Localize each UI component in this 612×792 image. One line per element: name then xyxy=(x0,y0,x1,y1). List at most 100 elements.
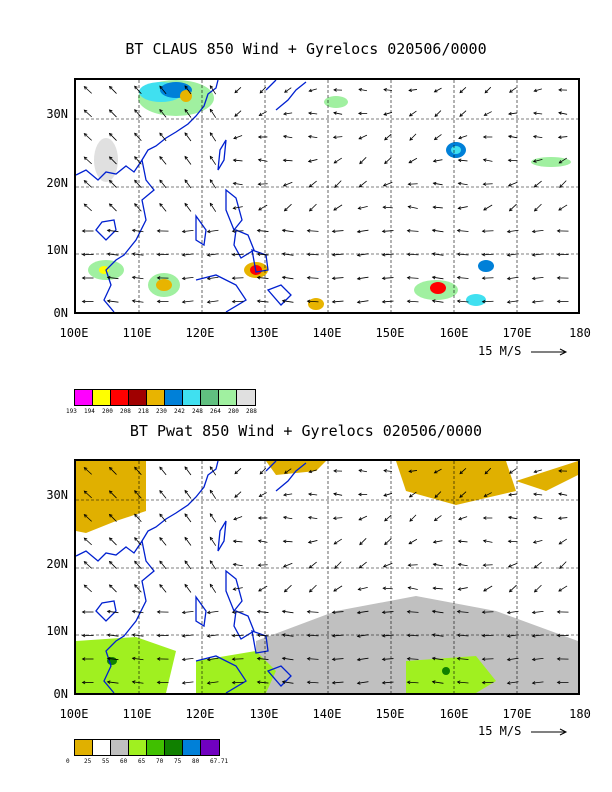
wind-arrow xyxy=(207,610,219,614)
wind-arrow xyxy=(109,490,117,499)
wind-arrowhead xyxy=(184,466,188,470)
wind-arrowhead xyxy=(408,159,413,164)
wind-arrowhead xyxy=(432,540,437,544)
wind-arrow xyxy=(109,109,117,118)
wind-arrow xyxy=(282,657,294,661)
wind-arrow xyxy=(508,135,518,139)
wind-arrowhead xyxy=(531,657,536,662)
wind-arrow xyxy=(159,156,167,165)
wind-arrowhead xyxy=(457,206,462,210)
wind-arrow xyxy=(532,253,544,256)
wind-arrowhead xyxy=(459,89,464,94)
wind-arrowhead xyxy=(231,299,236,304)
wind-arrow xyxy=(383,562,393,568)
wind-arrow xyxy=(307,634,319,637)
wind-arrowhead xyxy=(359,160,363,165)
wind-arrow xyxy=(234,87,242,93)
wind-arrow xyxy=(132,253,144,256)
wind-arrow xyxy=(457,277,469,279)
wind-arrowhead xyxy=(381,657,386,662)
wind-arrow xyxy=(484,467,492,475)
wind-arrow xyxy=(507,610,519,614)
field-blob xyxy=(442,667,450,675)
panel2-vector-scale: 15 M/S xyxy=(478,724,569,738)
wind-arrow xyxy=(558,585,568,592)
wind-arrowhead xyxy=(156,680,161,685)
wind-arrow xyxy=(332,300,344,303)
wind-arrowhead xyxy=(507,158,512,163)
wind-arrowhead xyxy=(108,537,113,541)
wind-arrow xyxy=(508,516,518,520)
wind-arrow xyxy=(507,276,519,280)
panel1-vector-scale: 15 M/S xyxy=(478,344,569,358)
wind-arrow xyxy=(134,133,142,141)
wind-arrow xyxy=(459,110,467,117)
wind-arrow xyxy=(259,467,267,475)
wind-arrowhead xyxy=(507,564,512,568)
wind-arrowhead xyxy=(509,89,513,93)
wind-arrow xyxy=(457,253,469,256)
wind-arrow xyxy=(134,467,142,475)
wind-arrow xyxy=(258,204,268,211)
wind-arrowhead xyxy=(531,253,536,257)
wind-arrow xyxy=(259,86,267,94)
wind-arrow xyxy=(207,300,219,303)
wind-arrow xyxy=(234,110,242,117)
wind-arrow xyxy=(508,493,518,496)
colorbar-value: 55 xyxy=(102,758,110,765)
wind-arrowhead xyxy=(558,160,563,164)
wind-arrow xyxy=(533,135,543,139)
wind-arrow xyxy=(134,490,142,499)
wind-arrow xyxy=(309,561,317,569)
wind-arrowhead xyxy=(232,539,237,544)
wind-arrow xyxy=(209,109,217,118)
wind-arrowhead xyxy=(558,111,562,115)
wind-arrowhead xyxy=(483,588,487,592)
wind-arrowhead xyxy=(81,610,86,614)
field-blob xyxy=(531,157,571,167)
wind-arrow xyxy=(84,156,92,165)
wind-arrowhead xyxy=(106,656,111,661)
wind-arrowhead xyxy=(209,583,214,588)
wind-arrowhead xyxy=(206,634,211,638)
wind-arrow xyxy=(483,183,493,185)
wind-arrowhead xyxy=(558,492,562,496)
wind-arrowhead xyxy=(381,633,386,638)
panel2-xtick: 100E xyxy=(59,707,89,721)
wind-arrowhead xyxy=(356,276,361,281)
wind-arrowhead xyxy=(431,299,436,303)
wind-arrow xyxy=(433,206,443,209)
wind-arrowhead xyxy=(531,229,536,234)
wind-arrowhead xyxy=(456,228,461,233)
coastline xyxy=(95,600,117,622)
wind-arrow xyxy=(184,179,192,189)
wind-arrow xyxy=(307,681,319,684)
wind-arrow xyxy=(332,658,344,660)
wind-arrowhead xyxy=(134,466,138,471)
wind-arrowhead xyxy=(433,517,438,522)
wind-arrow xyxy=(84,561,92,569)
wind-arrow xyxy=(284,87,292,93)
wind-arrowhead xyxy=(331,633,336,638)
coastline xyxy=(217,520,227,552)
wind-arrowhead xyxy=(408,540,413,545)
wind-arrowhead xyxy=(356,229,361,234)
wind-arrowhead xyxy=(308,207,313,212)
wind-arrowhead xyxy=(506,634,511,638)
colorbar-swatch xyxy=(219,390,237,405)
wind-arrowhead xyxy=(556,299,561,304)
wind-arrowhead xyxy=(108,109,113,113)
colorbar-value: 60 xyxy=(120,758,128,765)
wind-arrowhead xyxy=(306,633,311,638)
wind-arrow xyxy=(209,132,217,142)
wind-arrowhead xyxy=(83,514,88,518)
wind-arrowhead xyxy=(81,633,86,638)
wind-arrowhead xyxy=(256,680,261,684)
coastline xyxy=(275,462,307,492)
coastline xyxy=(76,158,155,312)
wind-arrowhead xyxy=(381,252,386,257)
wind-arrow xyxy=(284,468,292,474)
wind-arrowhead xyxy=(509,470,513,474)
wind-arrow xyxy=(408,538,418,545)
wind-arrow xyxy=(358,515,368,521)
